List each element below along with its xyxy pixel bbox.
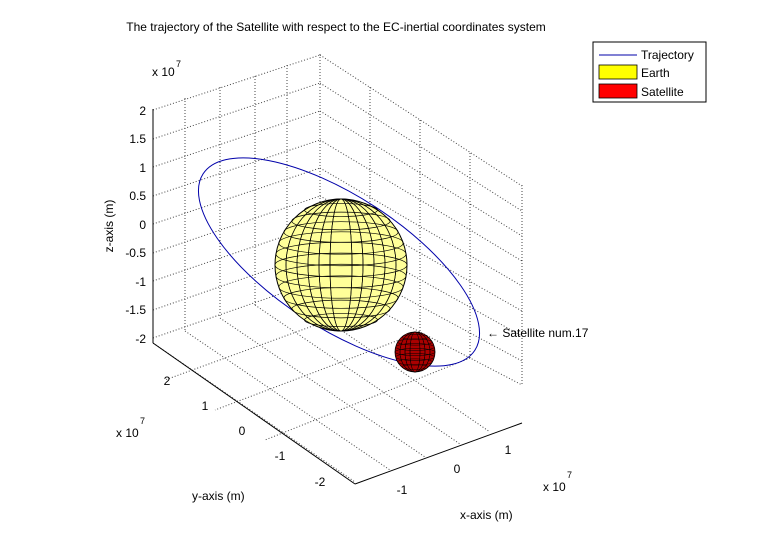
z-tick: 2 [139,104,146,118]
legend-satellite-swatch [598,83,638,99]
earth-sphere [274,198,408,332]
legend-earth-swatch [598,64,638,80]
z-exponent: x 10 [152,65,175,79]
satellite-sphere [394,331,436,373]
x-exponent-power: 7 [567,470,572,480]
x-axis-label: x-axis (m) [460,508,513,522]
z-tick: 0.5 [129,189,146,203]
z-tick: 1.5 [129,132,146,146]
legend-label: Earth [641,66,670,80]
satellite-annotation: ← Satellite num.17 [487,326,589,340]
y-axis-label: y-axis (m) [192,489,245,503]
y-tick: 2 [164,374,171,388]
y-tick: -2 [315,475,326,489]
z-tick: 0 [139,218,146,232]
axis-lines [152,109,523,485]
y-tick: 1 [202,399,209,413]
x-tick: -1 [397,483,408,497]
z-tick: -2 [135,332,146,346]
z-tick-labels: 2 1.5 1 0.5 0 -0.5 -1 -1.5 -2 [125,104,146,346]
y-tick-labels: 2 1 0 -1 -2 [164,374,326,489]
x-exponent: x 10 [543,480,566,494]
z-tick: -0.5 [125,246,146,260]
z-tick: -1.5 [125,303,146,317]
z-tick: -1 [135,275,146,289]
x-tick: 0 [454,462,461,476]
y-tick: -1 [275,449,286,463]
z-tick: 1 [139,161,146,175]
legend-label: Satellite [641,85,684,99]
y-exponent-power: 7 [140,416,145,426]
x-tick: 1 [505,443,512,457]
z-axis-label: z-axis (m) [102,200,116,253]
legend: Trajectory Earth Satellite [592,41,707,103]
chart-title: The trajectory of the Satellite with res… [126,20,546,34]
x-tick-labels: -1 0 1 [397,443,512,497]
y-exponent: x 10 [116,426,139,440]
z-exponent-power: 7 [176,59,181,69]
y-tick: 0 [239,424,246,438]
legend-label: Trajectory [641,48,694,62]
